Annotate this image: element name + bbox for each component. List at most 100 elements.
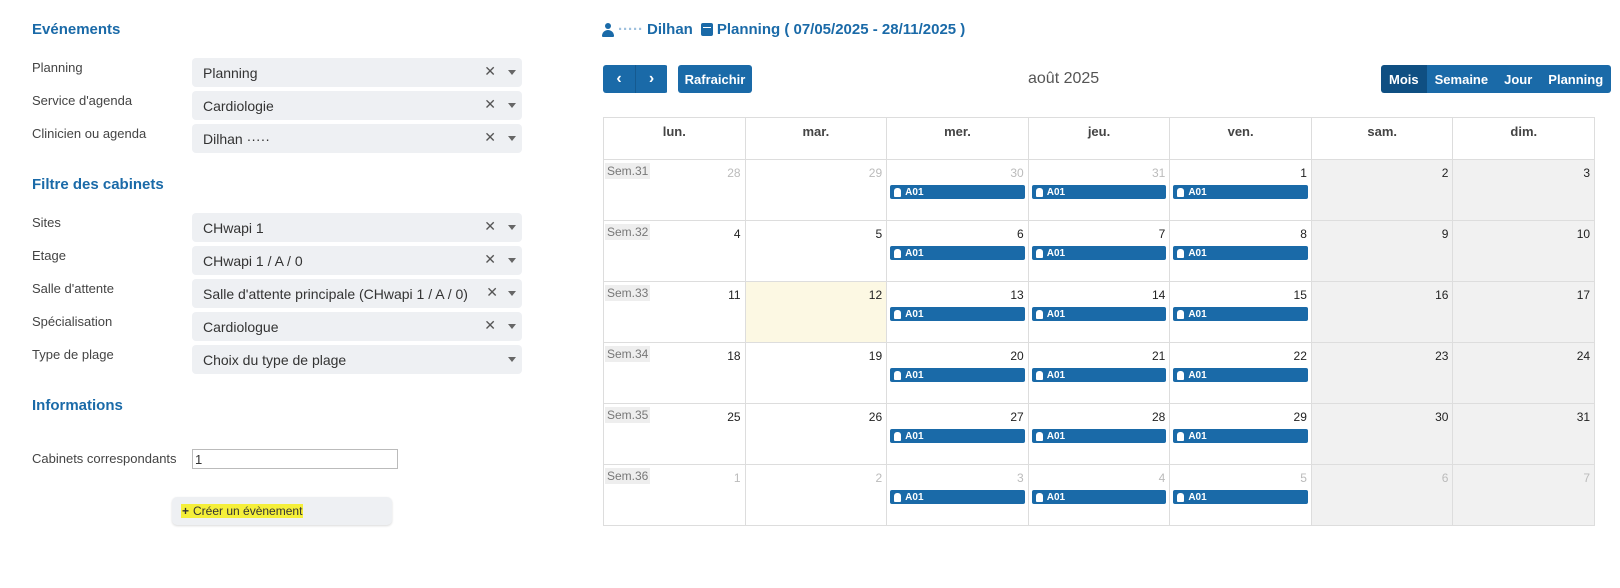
calendar-day-cell[interactable]: 22 A01 [1170, 343, 1312, 404]
specialisation-select[interactable]: Cardiologue ✕ [192, 312, 522, 341]
day-number[interactable]: 5 [875, 227, 883, 241]
calendar-day-cell[interactable]: 27 A01 [887, 404, 1029, 465]
calendar-day-cell[interactable]: 13 A01 [887, 282, 1029, 343]
day-number[interactable]: 30 [1010, 166, 1024, 180]
chevron-down-icon[interactable] [508, 136, 516, 141]
calendar-day-cell[interactable]: 3 A01 [887, 465, 1029, 526]
day-number[interactable]: 30 [1435, 410, 1449, 424]
calendar-event[interactable]: A01 [1173, 429, 1308, 443]
calendar-event[interactable]: A01 [890, 246, 1025, 260]
planning-clear-icon[interactable]: ✕ [484, 63, 496, 79]
calendar-day-cell[interactable]: 15 A01 [1170, 282, 1312, 343]
calendar-day-cell[interactable]: 2 [745, 465, 888, 526]
calendar-day-cell[interactable]: 6 [1311, 465, 1454, 526]
calendar-day-cell[interactable]: 29 A01 [1170, 404, 1312, 465]
clinician-clear-icon[interactable]: ✕ [484, 129, 496, 145]
view-day-button[interactable]: Jour [1496, 65, 1541, 93]
calendar-day-cell[interactable]: 24 [1453, 343, 1596, 404]
calendar-event[interactable]: A01 [1031, 246, 1167, 260]
calendar-day-cell[interactable]: 12 [745, 282, 888, 343]
day-number[interactable]: 1 [1300, 166, 1307, 180]
week-number-label[interactable]: Sem.35 [605, 407, 651, 423]
day-number[interactable]: 6 [1441, 471, 1449, 485]
calendar-day-cell[interactable]: 5 A01 [1170, 465, 1312, 526]
calendar-day-cell[interactable]: 4 A01 [1028, 465, 1171, 526]
day-number[interactable]: 13 [1010, 288, 1024, 302]
floor-select[interactable]: CHwapi 1 / A / 0 ✕ [192, 246, 522, 275]
chevron-down-icon[interactable] [508, 225, 516, 230]
calendar-day-cell[interactable]: 28 A01 [1028, 404, 1171, 465]
day-number[interactable]: 17 [1576, 288, 1591, 302]
day-number[interactable]: 2 [1441, 166, 1449, 180]
calendar-day-cell[interactable]: Sem.35 25 [604, 404, 746, 465]
day-number[interactable]: 26 [868, 410, 883, 424]
calendar-event[interactable]: A01 [1031, 368, 1167, 382]
calendar-event[interactable]: A01 [890, 368, 1025, 382]
calendar-event[interactable]: A01 [890, 429, 1025, 443]
week-number-label[interactable]: Sem.31 [605, 163, 651, 179]
calendar-day-cell[interactable]: Sem.31 28 [604, 160, 746, 221]
day-number[interactable]: 1 [733, 471, 741, 485]
week-number-label[interactable]: Sem.36 [605, 468, 651, 484]
calendar-day-cell[interactable]: 23 [1311, 343, 1454, 404]
calendar-day-cell[interactable]: 19 [745, 343, 888, 404]
day-number[interactable]: 7 [1583, 471, 1591, 485]
service-select[interactable]: Cardiologie ✕ [192, 91, 522, 120]
chevron-down-icon[interactable] [508, 258, 516, 263]
calendar-event[interactable]: A01 [890, 490, 1025, 504]
calendar-day-cell[interactable]: 30 [1311, 404, 1454, 465]
day-number[interactable]: 15 [1293, 288, 1307, 302]
sites-select[interactable]: CHwapi 1 ✕ [192, 213, 522, 242]
chevron-down-icon[interactable] [508, 324, 516, 329]
calendar-day-cell[interactable]: 17 [1453, 282, 1596, 343]
day-number[interactable]: 20 [1010, 349, 1024, 363]
day-number[interactable]: 10 [1576, 227, 1591, 241]
calendar-day-cell[interactable]: 8 A01 [1170, 221, 1312, 282]
view-week-button[interactable]: Semaine [1426, 65, 1497, 93]
day-number[interactable]: 6 [1017, 227, 1024, 241]
calendar-day-cell[interactable]: 16 [1311, 282, 1454, 343]
day-number[interactable]: 29 [1293, 410, 1307, 424]
calendar-event[interactable]: A01 [890, 307, 1025, 321]
day-number[interactable]: 5 [1300, 471, 1307, 485]
specialisation-clear-icon[interactable]: ✕ [484, 317, 496, 333]
matching-cabinets-input[interactable] [192, 449, 398, 469]
calendar-day-cell[interactable]: Sem.33 11 [604, 282, 746, 343]
day-number[interactable]: 29 [868, 166, 883, 180]
calendar-event[interactable]: A01 [1031, 429, 1167, 443]
calendar-day-cell[interactable]: 21 A01 [1028, 343, 1171, 404]
calendar-day-cell[interactable]: 2 [1311, 160, 1454, 221]
calendar-day-cell[interactable]: 29 [745, 160, 888, 221]
chevron-down-icon[interactable] [508, 70, 516, 75]
calendar-day-cell[interactable]: 14 A01 [1028, 282, 1171, 343]
day-number[interactable]: 12 [868, 288, 883, 302]
waiting-room-select[interactable]: Salle d'attente principale (CHwapi 1 / A… [192, 279, 522, 308]
week-number-label[interactable]: Sem.32 [605, 224, 651, 240]
calendar-event[interactable]: A01 [1173, 246, 1308, 260]
day-number[interactable]: 3 [1017, 471, 1024, 485]
day-number[interactable]: 28 [727, 166, 741, 180]
next-button[interactable]: › [635, 65, 667, 93]
slot-type-select[interactable]: Choix du type de plage [192, 345, 522, 374]
calendar-day-cell[interactable]: 5 [745, 221, 888, 282]
day-number[interactable]: 18 [727, 349, 741, 363]
day-number[interactable]: 4 [733, 227, 741, 241]
calendar-day-cell[interactable]: 1 A01 [1170, 160, 1312, 221]
calendar-event[interactable]: A01 [1031, 490, 1167, 504]
day-number[interactable]: 16 [1435, 288, 1449, 302]
day-number[interactable]: 11 [728, 288, 741, 302]
week-number-label[interactable]: Sem.34 [605, 346, 651, 362]
day-number[interactable]: 23 [1435, 349, 1449, 363]
view-month-button[interactable]: Mois [1381, 65, 1427, 93]
calendar-day-cell[interactable]: 20 A01 [887, 343, 1029, 404]
calendar-day-cell[interactable]: 26 [745, 404, 888, 465]
day-number[interactable]: 22 [1293, 349, 1307, 363]
calendar-day-cell[interactable]: 31 [1453, 404, 1596, 465]
calendar-day-cell[interactable]: 3 [1453, 160, 1596, 221]
day-number[interactable]: 31 [1576, 410, 1591, 424]
clinician-select[interactable]: Dilhan ····· ✕ [192, 124, 522, 153]
calendar-day-cell[interactable]: Sem.34 18 [604, 343, 746, 404]
calendar-event[interactable]: A01 [1031, 185, 1167, 199]
refresh-button[interactable]: Rafraichir [678, 65, 752, 93]
chevron-down-icon[interactable] [508, 103, 516, 108]
